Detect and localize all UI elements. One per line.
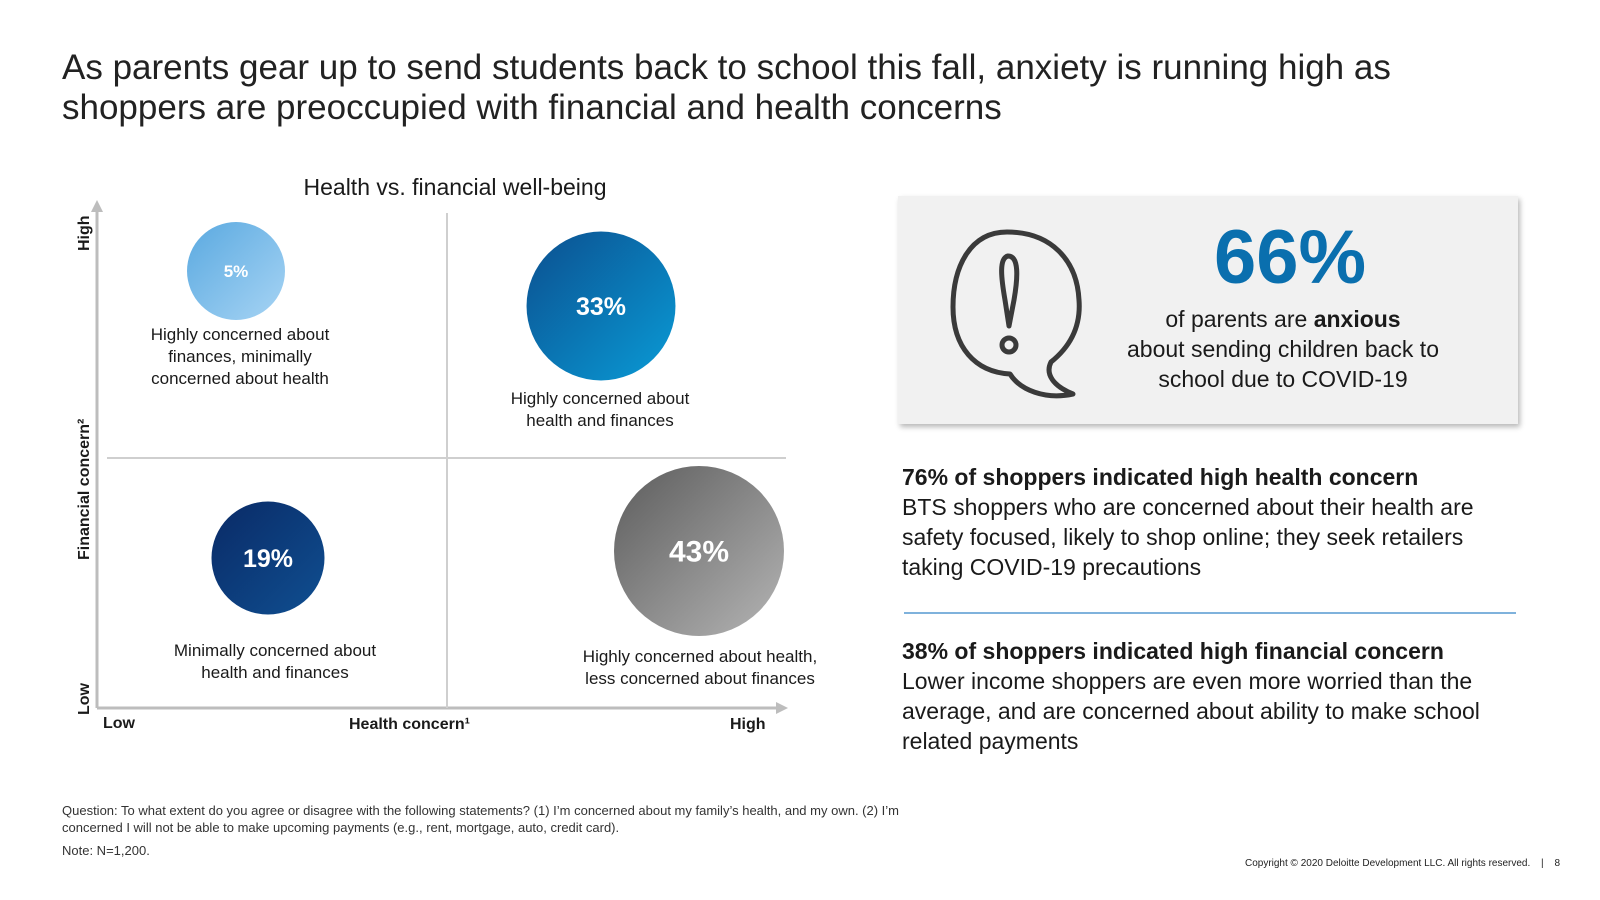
bubble-neither	[211, 501, 325, 615]
caption-line: less concerned about finances	[585, 669, 815, 688]
x-axis-label: Health concern¹	[349, 716, 470, 733]
bubble-label-both: 33%	[576, 293, 626, 321]
callout-line1-prefix: of parents are	[1165, 306, 1314, 332]
quadrant-caption-neither: Minimally concerned about health and fina…	[150, 640, 400, 684]
note-footnote: Note: N=1,200.	[62, 843, 150, 858]
insight-divider	[904, 612, 1516, 614]
y-tick-high: High	[76, 215, 93, 251]
y-axis-arrow	[91, 200, 103, 212]
caption-line: Highly concerned about health,	[582, 647, 818, 666]
bubble-label-health-only: 43%	[669, 536, 729, 569]
callout-line3: school due to COVID-19	[1158, 366, 1408, 392]
callout-percent: 66%	[1213, 215, 1367, 300]
quadrant-caption-health-only: Highly concerned about health, less conce…	[560, 646, 840, 690]
x-axis-arrow	[776, 702, 788, 714]
insight-financial-body: Lower income shoppers are even more worr…	[902, 668, 1480, 754]
bubble-health-only	[614, 466, 784, 636]
caption-line: Minimally concerned about	[173, 641, 377, 660]
quadrant-caption-fin-only: Highly concerned about finances, minimall…	[120, 324, 360, 390]
caption-line: finances, minimally	[168, 347, 312, 366]
quadrant-chart: Low High Health concern¹ Low High Financial c…	[76, 200, 788, 733]
callout-text: of parents are anxious about sending chi…	[1098, 304, 1468, 394]
bubble-fin-only	[187, 222, 285, 320]
quadrant-caption-both: Highly concerned about health and finance…	[480, 388, 720, 432]
callout-line2: about sending children back to	[1127, 336, 1439, 362]
copyright: Copyright © 2020 Deloitte Development LL…	[1244, 858, 1560, 869]
question-speech-bubble-icon	[950, 229, 1082, 399]
bubble-label-neither: 19%	[243, 545, 293, 573]
caption-line: concerned about health	[151, 369, 329, 388]
page-title: As parents gear up to send students back…	[62, 48, 1391, 127]
insight-health: 76% of shoppers indicated high health co…	[902, 462, 1542, 582]
page-number: 8	[1554, 858, 1560, 869]
insight-health-heading: 76% of shoppers indicated high health co…	[902, 464, 1419, 490]
caption-line: Highly concerned about	[510, 389, 690, 408]
x-tick-high: High	[730, 716, 766, 733]
insight-financial: 38% of shoppers indicated high financial…	[902, 636, 1542, 756]
y-tick-low: Low	[76, 682, 93, 715]
callout-line1-bold: anxious	[1313, 306, 1401, 332]
insight-financial-heading: 38% of shoppers indicated high financial…	[902, 638, 1444, 664]
question-footnote: Question: To what extent do you agree or…	[62, 803, 899, 835]
y-axis-label: Financial concern²	[76, 419, 93, 560]
caption-line: health and finances	[526, 411, 674, 430]
bubble-label-fin-only: 5%	[224, 262, 249, 281]
chart-title: Health vs. financial well-being	[303, 174, 607, 200]
x-tick-low: Low	[103, 715, 136, 732]
copyright-text: Copyright © 2020 Deloitte Development LL…	[1244, 858, 1531, 869]
caption-line: health and finances	[201, 663, 349, 682]
insight-health-body: BTS shoppers who are concerned about the…	[902, 494, 1474, 580]
caption-line: Highly concerned about	[150, 325, 330, 344]
bubble-both	[526, 231, 676, 381]
